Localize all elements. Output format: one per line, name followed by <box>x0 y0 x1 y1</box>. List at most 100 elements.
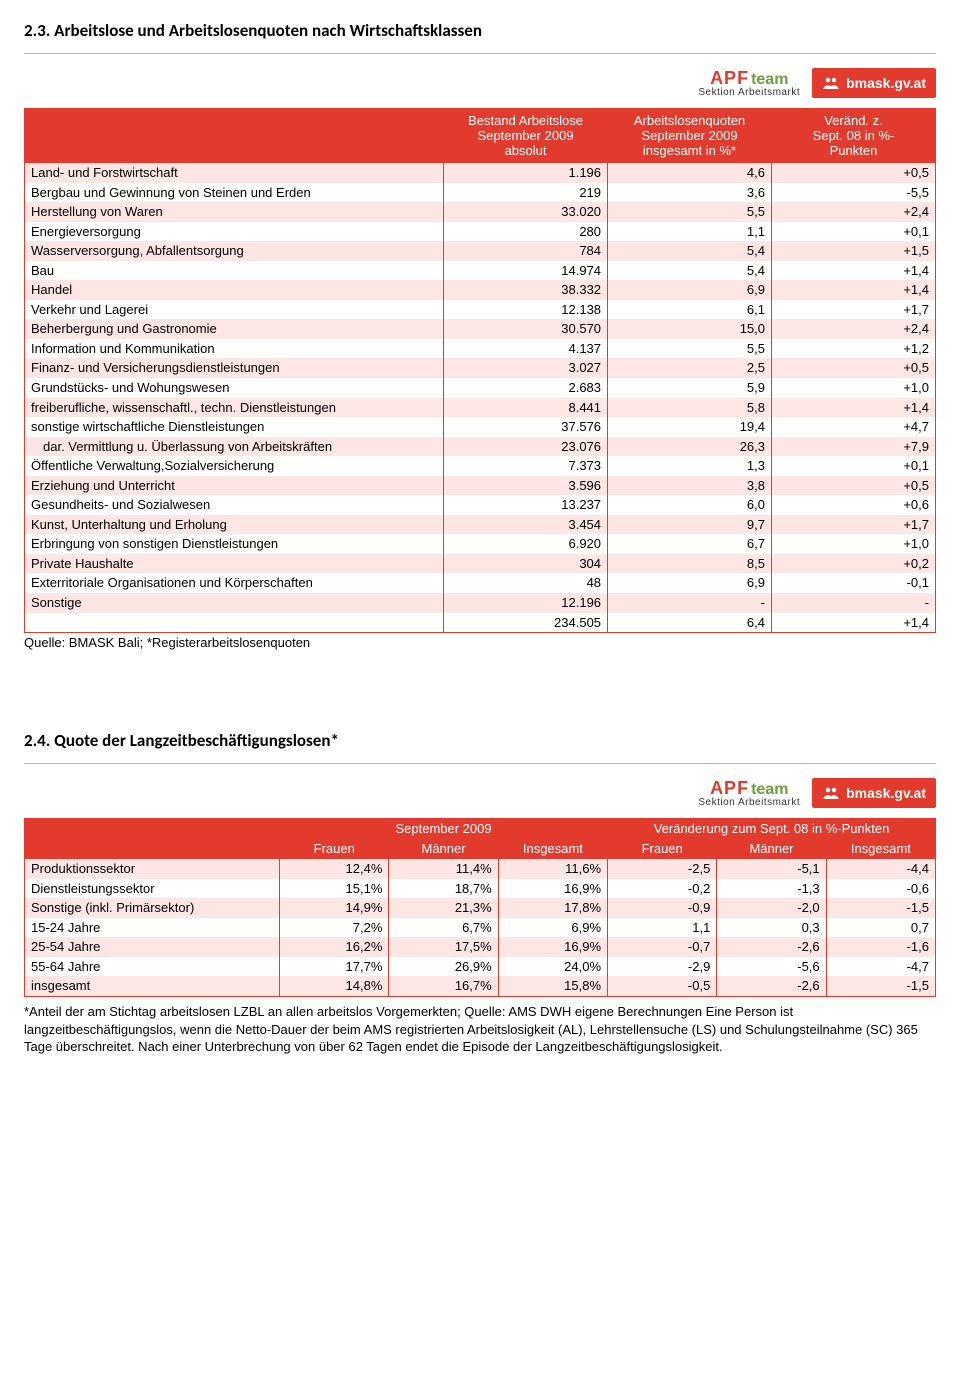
row-v3: +1,4 <box>772 613 936 633</box>
title-underline-1 <box>24 53 936 54</box>
h-c4-l2: Punkten <box>830 143 878 158</box>
row-v2: 2,5 <box>608 358 772 378</box>
row-c1: 6,7% <box>389 918 498 938</box>
row-label: 15-24 Jahre <box>25 918 280 938</box>
row-v3: +2,4 <box>772 202 936 222</box>
row-label: Bergbau und Gewinnung von Steinen und Er… <box>25 183 444 203</box>
row-label: Information und Kommunikation <box>25 339 444 359</box>
table-row: Sonstige12.196-- <box>25 593 936 613</box>
row-c5: -1,5 <box>826 976 935 996</box>
row-v1: 1.196 <box>444 163 608 183</box>
row-c2: 16,9% <box>498 879 607 899</box>
table-row: Energieversorgung2801,1+0,1 <box>25 222 936 242</box>
logo-bmask-text-2: bmask.gv.at <box>846 785 926 801</box>
row-c0: 12,4% <box>280 859 389 879</box>
row-c1: 18,7% <box>389 879 498 899</box>
title-underline-2 <box>24 763 936 764</box>
row-v3: - <box>772 593 936 613</box>
table2-footnote: *Anteil der am Stichtag arbeitslosen LZB… <box>24 1003 936 1056</box>
row-v1: 3.454 <box>444 515 608 535</box>
table-row: Produktionssektor12,4%11,4%11,6%-2,5-5,1… <box>25 859 936 879</box>
h-c2-l2: absolut <box>505 143 547 158</box>
row-label: sonstige wirtschaftliche Dienstleistunge… <box>25 417 444 437</box>
row-c3: -0,9 <box>608 898 717 918</box>
row-label: Energieversorgung <box>25 222 444 242</box>
logo-apfteam-2: APFteam Sektion Arbeitsmarkt <box>698 778 800 808</box>
row-c5: -4,7 <box>826 957 935 977</box>
row-c0: 14,8% <box>280 976 389 996</box>
row-c3: -0,2 <box>608 879 717 899</box>
row-c5: -0,6 <box>826 879 935 899</box>
row-label: Dienstleistungssektor <box>25 879 280 899</box>
row-v3: +1,7 <box>772 515 936 535</box>
row-c5: -4,4 <box>826 859 935 879</box>
row-c4: -1,3 <box>717 879 826 899</box>
row-v2: 5,5 <box>608 202 772 222</box>
h-c3-l2: insgesamt in %* <box>643 143 736 158</box>
table1-header-col3: Arbeitslosenquoten September 2009 insges… <box>608 109 772 163</box>
row-v1: 3.027 <box>444 358 608 378</box>
row-v1: 48 <box>444 573 608 593</box>
row-v3: +0,5 <box>772 358 936 378</box>
h-c4-l1: Sept. 08 in %- <box>813 128 895 143</box>
row-label: Gesundheits- und Sozialwesen <box>25 495 444 515</box>
table-wirtschaftsklassen: Bestand Arbeitslose September 2009 absol… <box>24 108 936 633</box>
row-v3: +2,4 <box>772 319 936 339</box>
row-v3: +1,5 <box>772 241 936 261</box>
logo-row-1: APFteam Sektion Arbeitsmarkt bmask.gv.at <box>24 68 936 98</box>
row-c2: 11,6% <box>498 859 607 879</box>
row-label: dar. Vermittlung u. Überlassung von Arbe… <box>25 437 444 457</box>
row-c1: 17,5% <box>389 937 498 957</box>
row-v3: +1,4 <box>772 280 936 300</box>
row-c4: -2,6 <box>717 976 826 996</box>
row-label: 55-64 Jahre <box>25 957 280 977</box>
row-label: Verkehr und Lagerei <box>25 300 444 320</box>
logo-bmask-2: bmask.gv.at <box>812 778 936 808</box>
row-c2: 6,9% <box>498 918 607 938</box>
row-c4: -2,6 <box>717 937 826 957</box>
table-row: 55-64 Jahre17,7%26,9%24,0%-2,9-5,6-4,7 <box>25 957 936 977</box>
row-v1: 37.576 <box>444 417 608 437</box>
row-c4: 0,3 <box>717 918 826 938</box>
row-v2: 5,9 <box>608 378 772 398</box>
row-c1: 16,7% <box>389 976 498 996</box>
row-c1: 21,3% <box>389 898 498 918</box>
row-c0: 7,2% <box>280 918 389 938</box>
row-v2: 1,1 <box>608 222 772 242</box>
row-c4: -5,6 <box>717 957 826 977</box>
logo-apf-text-2: APF <box>710 778 749 799</box>
row-label: Bau <box>25 261 444 281</box>
row-v2: 5,5 <box>608 339 772 359</box>
table-row: Erziehung und Unterricht3.5963,8+0,5 <box>25 476 936 496</box>
section-1-title: 2.3. Arbeitslose und Arbeitslosenquoten … <box>24 20 936 41</box>
table-row: Beherbergung und Gastronomie30.57015,0+2… <box>25 319 936 339</box>
row-label: Exterritoriale Organisationen und Körper… <box>25 573 444 593</box>
table-row: 234.5056,4+1,4 <box>25 613 936 633</box>
row-label: insgesamt <box>25 976 280 996</box>
row-v2: 26,3 <box>608 437 772 457</box>
row-v1: 23.076 <box>444 437 608 457</box>
table-row: Bergbau und Gewinnung von Steinen und Er… <box>25 183 936 203</box>
row-v2: 5,4 <box>608 261 772 281</box>
logo-apfteam: APFteam Sektion Arbeitsmarkt <box>698 68 800 98</box>
row-c1: 11,4% <box>389 859 498 879</box>
row-label: Erbringung von sonstigen Dienstleistunge… <box>25 534 444 554</box>
h-c3-l0: Arbeitslosenquoten <box>634 113 745 128</box>
row-v2: 4,6 <box>608 163 772 183</box>
row-v2: 5,8 <box>608 398 772 418</box>
row-v1: 304 <box>444 554 608 574</box>
t2-sh-2: Insgesamt <box>498 839 607 859</box>
row-label: Beherbergung und Gastronomie <box>25 319 444 339</box>
row-label <box>25 613 444 633</box>
logo-apf-text: APF <box>710 68 749 89</box>
row-v3: +1,4 <box>772 398 936 418</box>
row-v2: 6,0 <box>608 495 772 515</box>
people-icon <box>822 784 840 802</box>
row-v3: +0,1 <box>772 222 936 242</box>
table-row: Information und Kommunikation4.1375,5+1,… <box>25 339 936 359</box>
row-v1: 219 <box>444 183 608 203</box>
row-v1: 784 <box>444 241 608 261</box>
row-c3: -2,5 <box>608 859 717 879</box>
row-v3: +1,0 <box>772 378 936 398</box>
row-c3: -0,5 <box>608 976 717 996</box>
